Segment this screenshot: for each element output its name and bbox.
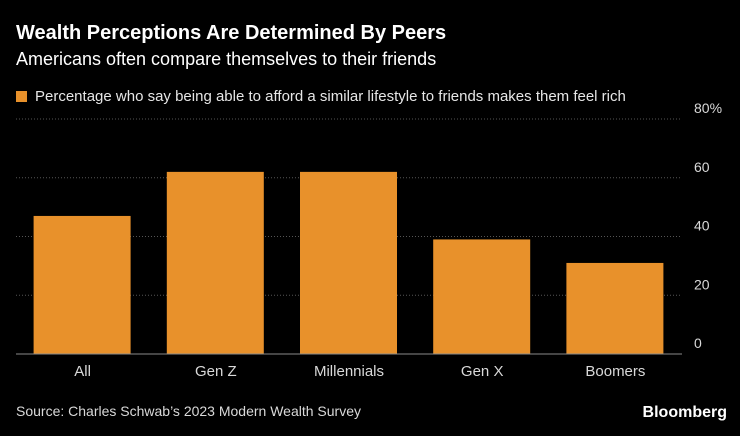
y-tick-label: 0: [694, 335, 702, 351]
x-tick-label: Millennials: [314, 363, 384, 380]
bar-gen-x: [433, 239, 531, 354]
bloomberg-logo: Bloomberg: [642, 404, 727, 421]
y-tick-label: 20: [694, 276, 710, 292]
legend-label: Percentage who say being able to afford …: [35, 88, 626, 105]
y-tick-label: 80%: [694, 100, 722, 116]
y-tick-label: 60: [694, 159, 710, 175]
legend-swatch: [16, 91, 27, 102]
x-tick-label: Gen X: [461, 363, 504, 380]
legend: Percentage who say being able to afford …: [16, 88, 626, 105]
chart-subtitle: Americans often compare themselves to th…: [16, 49, 437, 69]
source-note: Source: Charles Schwab’s 2023 Modern Wea…: [16, 403, 361, 419]
y-tick-label: 40: [694, 218, 710, 234]
bar-gen-z: [166, 171, 264, 354]
x-tick-label: Boomers: [585, 363, 645, 380]
bar-boomers: [566, 262, 664, 354]
x-tick-label: Gen Z: [195, 363, 237, 380]
x-tick-label: All: [74, 363, 91, 380]
chart-title: Wealth Perceptions Are Determined By Pee…: [16, 22, 447, 44]
bar-all: [33, 215, 131, 354]
bar-millennials: [300, 171, 397, 354]
